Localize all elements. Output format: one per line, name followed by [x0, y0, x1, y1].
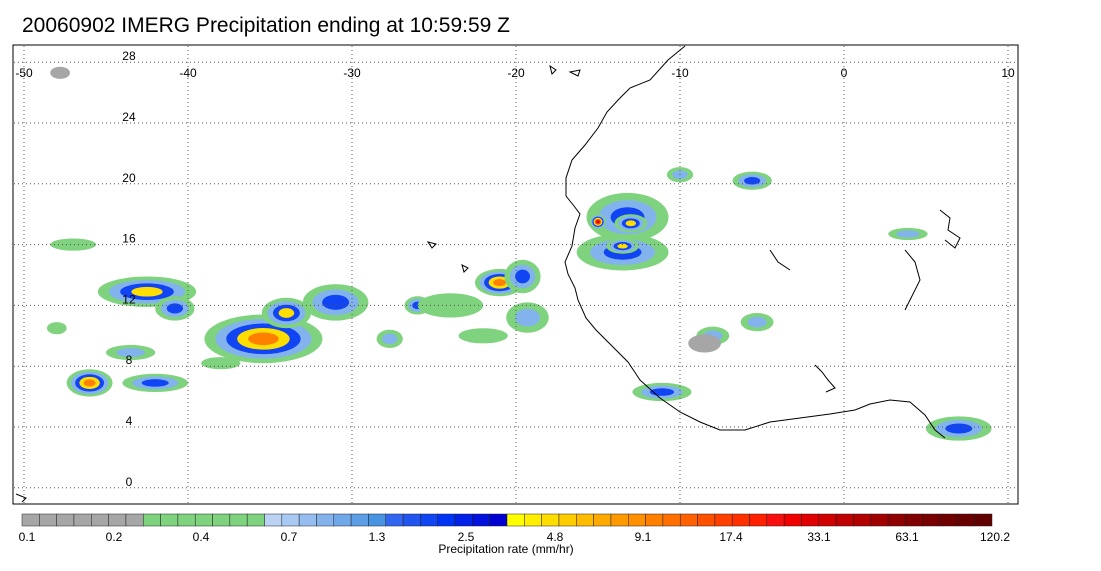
precip-cell-ring — [50, 66, 70, 79]
precip-cell-ring — [83, 379, 96, 387]
precip-cell-ring — [596, 220, 600, 224]
precip-cell-ring — [744, 177, 761, 185]
map-title: 20060902 IMERG Precipitation ending at 1… — [22, 14, 510, 37]
precip-cell — [46, 322, 67, 335]
precip-cell-ring — [458, 328, 508, 344]
precip-cell-ring — [625, 220, 637, 227]
coastline — [15, 45, 961, 503]
precip-cell-ring — [515, 308, 540, 327]
latitude-label: 8 — [126, 353, 133, 367]
precip-cell — [66, 369, 113, 397]
precip-cell — [155, 296, 195, 321]
precip-cell-ring — [166, 303, 183, 314]
precip-cell — [97, 276, 197, 307]
longitude-label: 0 — [841, 66, 848, 80]
precip-cell — [926, 416, 992, 441]
longitude-label: -30 — [343, 66, 361, 80]
grid-lines — [14, 46, 1017, 503]
precip-cell — [732, 171, 772, 190]
precip-cell-ring — [322, 294, 350, 310]
precip-cell — [50, 238, 97, 251]
west-africa-coastline — [564, 45, 946, 439]
precip-cell — [458, 328, 508, 344]
lake-outline — [939, 209, 961, 249]
latitude-label: 28 — [122, 49, 136, 63]
precip-cell-ring — [382, 333, 398, 345]
precip-cell-ring — [896, 230, 920, 238]
precip-cell — [632, 382, 692, 402]
longitude-label: -10 — [671, 66, 689, 80]
latitude-label: 12 — [122, 292, 136, 306]
precip-cell — [614, 214, 648, 233]
longitude-label: 10 — [1001, 66, 1015, 80]
niger-delta-detail — [814, 364, 836, 393]
precip-cell-ring — [248, 332, 279, 346]
precip-cell — [122, 373, 188, 393]
latitude-label: 4 — [126, 414, 133, 428]
precip-cell-ring — [201, 357, 241, 370]
island-outline — [549, 64, 557, 75]
precip-cell-ring — [50, 238, 97, 251]
precip-cell — [506, 302, 549, 333]
precip-cell — [504, 259, 541, 294]
latitude-label: 0 — [126, 475, 133, 489]
precip-cell-ring — [515, 269, 530, 284]
precip-cell — [740, 313, 774, 332]
precip-cell-ring — [131, 286, 163, 297]
island-outline-5 — [15, 493, 27, 503]
precip-cell-ring — [617, 243, 628, 249]
longitude-labels: -50 -40 -30 -20 -10 0 10 — [15, 66, 1015, 80]
precip-cell-ring — [278, 308, 295, 318]
river-outline-mid — [769, 249, 791, 271]
island-outline-2 — [568, 69, 581, 77]
precip-cell — [606, 238, 639, 254]
precip-cell-ring — [141, 379, 169, 387]
river-outline-east — [904, 249, 921, 311]
latitude-label: 24 — [122, 110, 136, 124]
precip-cell-ring — [688, 334, 721, 353]
precip-cell — [302, 284, 369, 321]
precip-cell — [589, 214, 607, 230]
longitude-label: -40 — [179, 66, 197, 80]
precip-cell — [888, 227, 928, 241]
precip-cell-ring — [46, 322, 67, 335]
precip-cell — [106, 344, 156, 361]
precip-cell — [688, 334, 721, 353]
precip-cell — [50, 66, 70, 79]
precip-cell-ring — [747, 316, 767, 328]
precip-cell — [376, 329, 403, 348]
precip-cell — [204, 314, 323, 364]
precip-cell-ring — [493, 279, 506, 287]
longitude-label: -20 — [507, 66, 525, 80]
latitude-labels: 0 4 8 12 16 20 24 28 — [122, 49, 136, 489]
longitude-label: -50 — [15, 66, 33, 80]
island-outline-4 — [461, 264, 469, 273]
latitude-label: 20 — [122, 171, 136, 185]
latitude-label: 16 — [122, 232, 136, 246]
precip-cell-ring — [945, 423, 973, 434]
island-outline-3 — [426, 241, 437, 249]
precip-cell-ring — [116, 348, 145, 357]
precip-cell — [201, 357, 241, 370]
